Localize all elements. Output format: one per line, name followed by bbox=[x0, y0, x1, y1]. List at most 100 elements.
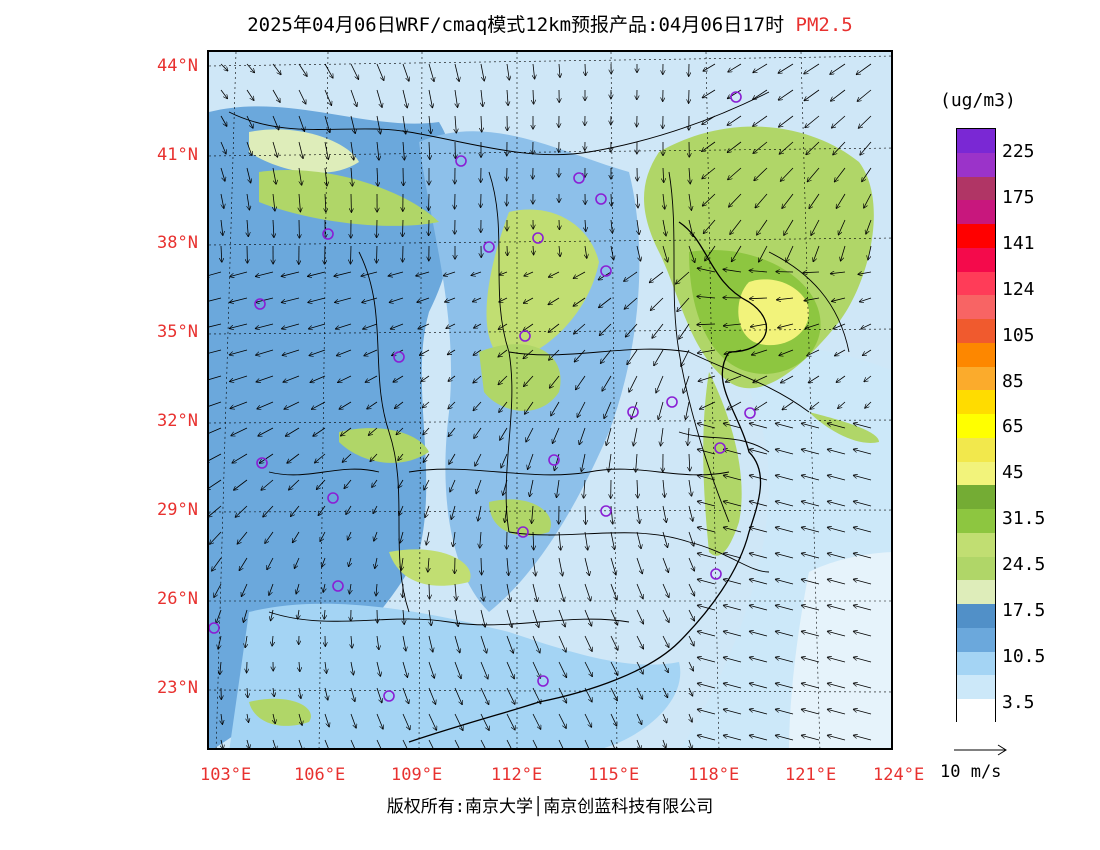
wind-arrow bbox=[750, 527, 768, 533]
wind-arrow bbox=[243, 609, 248, 622]
wind-arrow bbox=[698, 683, 716, 689]
wind-arrow bbox=[723, 269, 742, 273]
wind-arrow bbox=[854, 449, 872, 455]
wind-arrow bbox=[750, 605, 768, 611]
wind-arrow bbox=[261, 479, 274, 490]
wind-arrow bbox=[636, 635, 643, 649]
wind-arrow bbox=[532, 583, 537, 601]
wind-arrow bbox=[584, 661, 592, 676]
wind-arrow bbox=[501, 453, 508, 468]
wind-arrow bbox=[662, 635, 669, 647]
wind-arrow bbox=[209, 505, 222, 517]
wind-arrow bbox=[506, 583, 510, 601]
wind-arrow bbox=[526, 427, 534, 442]
wind-arrow bbox=[802, 423, 820, 429]
wind-arrow bbox=[299, 661, 300, 671]
wind-arrow bbox=[776, 735, 794, 741]
wind-arrow bbox=[724, 657, 742, 663]
concentration-zone-west bbox=[209, 106, 458, 748]
wind-arrow bbox=[480, 661, 488, 679]
wind-arrow bbox=[448, 427, 456, 436]
wind-arrow bbox=[308, 271, 326, 276]
map-canvas bbox=[209, 52, 891, 748]
wind-arrow bbox=[247, 713, 249, 722]
hubei-patches bbox=[339, 428, 429, 463]
wind-arrow bbox=[753, 89, 768, 99]
wind-arrow bbox=[610, 661, 618, 675]
lat-label: 44°N bbox=[157, 56, 198, 76]
wind-arrow bbox=[367, 401, 378, 409]
wind-arrow bbox=[346, 505, 352, 514]
wind-arrow bbox=[533, 531, 534, 550]
wind-arrow bbox=[402, 739, 408, 748]
wind-arrow bbox=[626, 323, 638, 337]
colorbar-label: 225 bbox=[1002, 141, 1035, 162]
wind-arrow bbox=[499, 401, 508, 412]
wind-arrow bbox=[779, 115, 794, 127]
wind-arrow bbox=[750, 683, 768, 689]
wind-arrow bbox=[776, 449, 794, 455]
wind-arrow bbox=[778, 323, 794, 328]
lon-label: 112°E bbox=[491, 765, 543, 785]
wind-arrow bbox=[324, 609, 325, 619]
wind-arrow bbox=[558, 661, 566, 677]
colorbar-unit: (ug/m3) bbox=[940, 90, 1016, 111]
wind-arrow bbox=[833, 141, 846, 155]
wind-arrow bbox=[362, 297, 378, 302]
wind-arrow bbox=[854, 657, 872, 663]
wind-arrow bbox=[802, 553, 820, 559]
wind-arrow bbox=[246, 89, 254, 100]
wind-arrow bbox=[662, 245, 668, 262]
wind-arrow bbox=[679, 323, 690, 339]
wind-arrow bbox=[724, 423, 742, 429]
wind-arrow bbox=[298, 63, 307, 76]
wind-arrow bbox=[209, 297, 222, 302]
wind-arrow bbox=[525, 401, 534, 414]
wind-arrow bbox=[804, 89, 820, 101]
wind-arrow bbox=[663, 167, 664, 182]
wind-arrow bbox=[558, 583, 564, 601]
wind-arrow bbox=[230, 375, 248, 382]
wind-arrow bbox=[636, 687, 642, 699]
wind-arrow bbox=[698, 553, 716, 559]
wind-arrow bbox=[750, 657, 768, 663]
wind-arrow bbox=[750, 271, 768, 273]
wind-arrow bbox=[334, 271, 352, 276]
wind-arrow bbox=[776, 553, 794, 559]
wind-arrow bbox=[658, 401, 664, 419]
wind-arrow bbox=[506, 739, 512, 748]
hebei-zone bbox=[486, 209, 599, 362]
wind-arrow bbox=[373, 505, 378, 513]
wind-arrow bbox=[308, 297, 326, 302]
wind-arrow bbox=[455, 89, 458, 107]
colorbar-swatch bbox=[957, 699, 995, 724]
wind-arrow bbox=[325, 661, 327, 673]
wind-arrow bbox=[344, 479, 352, 488]
colorbar-swatch bbox=[957, 390, 995, 415]
wind-arrow bbox=[585, 245, 587, 258]
wind-arrow bbox=[753, 375, 768, 383]
wind-arrow bbox=[402, 687, 409, 703]
gridlines bbox=[209, 52, 891, 748]
wind-arrow bbox=[828, 501, 846, 507]
wind-arrow bbox=[273, 219, 274, 237]
wind-arrow bbox=[507, 89, 508, 105]
wind-arrow bbox=[776, 631, 794, 637]
lon-label: 103°E bbox=[200, 765, 252, 785]
wind-arrow bbox=[245, 635, 247, 647]
colorbar-swatch bbox=[957, 129, 995, 154]
wind-arrow bbox=[428, 63, 434, 81]
wind-arrow bbox=[662, 531, 668, 547]
station-marker bbox=[532, 232, 544, 244]
wind-arrow bbox=[854, 709, 872, 715]
wind-arrow bbox=[389, 271, 404, 276]
wind-arrow bbox=[577, 401, 586, 417]
wind-arrow bbox=[272, 141, 277, 157]
wind-arrow bbox=[220, 661, 221, 674]
wind-arrow bbox=[549, 349, 560, 360]
colorbar-swatch bbox=[957, 627, 995, 653]
wind-arrow bbox=[724, 449, 742, 455]
wind-arrow bbox=[698, 527, 716, 533]
wind-arrow bbox=[732, 245, 742, 261]
wind-arrow bbox=[776, 527, 794, 533]
